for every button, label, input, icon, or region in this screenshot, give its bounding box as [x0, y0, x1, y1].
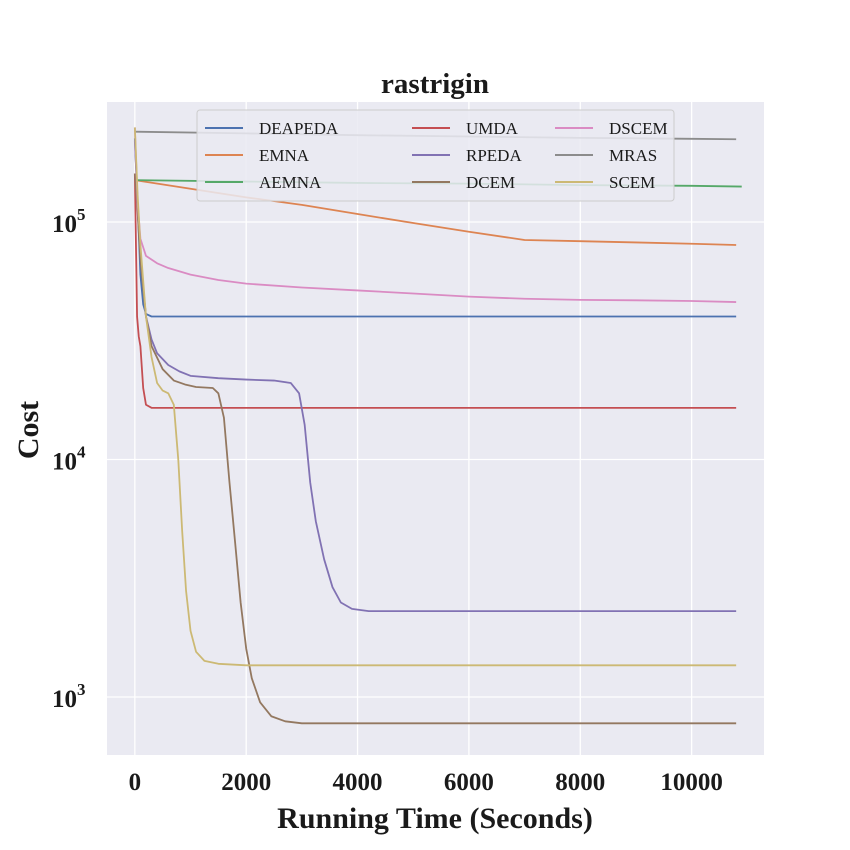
- x-tick-label: 2000: [221, 769, 271, 796]
- legend-item-umda: UMDA: [412, 119, 519, 138]
- legend-item-scem: SCEM: [555, 173, 655, 192]
- legend-item-mras: MRAS: [555, 146, 657, 165]
- legend-item-rpeda: RPEDA: [412, 146, 522, 165]
- legend-label: DEAPEDA: [259, 119, 339, 138]
- y-tick-label: 103: [52, 680, 86, 713]
- series-line-scem: [133, 127, 737, 667]
- x-axis-label: Running Time (Seconds): [277, 802, 593, 835]
- y-tick-label: 105: [52, 205, 86, 238]
- legend-label: DCEM: [466, 173, 515, 192]
- y-axis-label: Cost: [12, 401, 45, 459]
- x-tick-label: 4000: [333, 769, 383, 796]
- legend-label: DSCEM: [609, 119, 668, 138]
- y-tick-label: 104: [52, 442, 86, 475]
- x-tick-label: 8000: [555, 769, 605, 796]
- legend-item-emna: EMNA: [205, 146, 310, 165]
- legend-label: SCEM: [609, 173, 655, 192]
- y-axis-ticks: 103 104 105: [52, 205, 86, 713]
- legend-item-dcem: DCEM: [412, 173, 515, 192]
- legend-label: AEMNA: [259, 173, 322, 192]
- series-lines: [133, 127, 742, 725]
- legend: DEAPEDA EMNA AEMNA UMDA RPEDA DCEM DSCEM MRAS SC…: [196, 109, 675, 202]
- x-tick-label: 6000: [444, 769, 494, 796]
- legend-label: EMNA: [259, 146, 310, 165]
- chart-title: rastrigin: [381, 68, 489, 100]
- legend-label: MRAS: [609, 146, 657, 165]
- legend-item-deapeda: DEAPEDA: [205, 119, 339, 138]
- legend-label: RPEDA: [466, 146, 522, 165]
- plot-area: [107, 102, 764, 755]
- x-tick-label: 0: [129, 769, 142, 796]
- legend-item-aemna: AEMNA: [205, 173, 322, 192]
- series-line-dscem: [133, 127, 737, 303]
- legend-item-dscem: DSCEM: [555, 119, 668, 138]
- legend-label: UMDA: [466, 119, 519, 138]
- series-line-umda: [133, 173, 737, 409]
- x-tick-label: 10000: [660, 769, 723, 796]
- x-axis-ticks: 0 2000 4000 6000 8000 10000: [129, 769, 723, 796]
